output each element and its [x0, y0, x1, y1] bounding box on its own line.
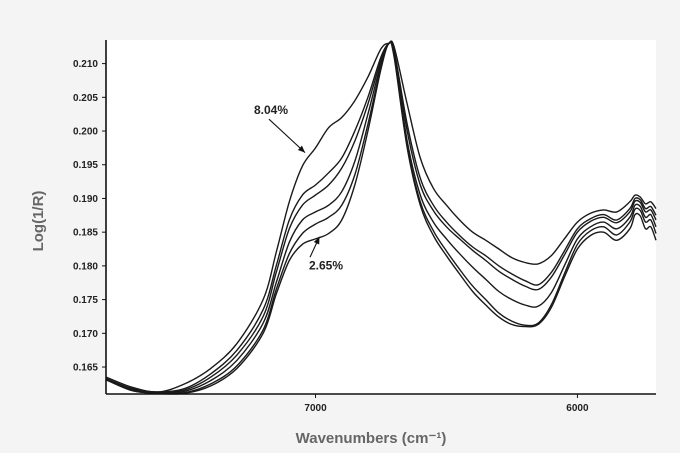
series-line-4 [105, 40, 657, 395]
annotation-arrowhead-2 [313, 236, 320, 245]
y-tick-label: 0.195 [73, 160, 98, 171]
annotation-label-2: 2.65% [309, 258, 343, 272]
series-line-3 [105, 40, 657, 394]
y-tick-label: 0.205 [73, 93, 98, 104]
y-tick-label: 0.210 [73, 59, 98, 70]
x-tick-label: 7000 [304, 403, 327, 414]
series-line-6 [105, 41, 657, 395]
annotation-arrow-line-1 [268, 118, 306, 154]
x-axis-title: Wavenumbers (cm⁻¹) [296, 430, 447, 447]
series-line-5 [105, 41, 657, 395]
series-layer [105, 40, 657, 395]
annotation-label-1: 8.04% [254, 103, 288, 117]
y-tick-label: 0.175 [73, 295, 98, 306]
y-tick-label: 0.190 [73, 194, 98, 205]
series-line-1 [105, 40, 657, 393]
plot-area-background [106, 40, 656, 394]
annotation-layer: 8.04% 2.65% [254, 103, 343, 272]
y-tick-label: 0.170 [73, 329, 98, 340]
series-line-2 [105, 40, 657, 393]
axes-layer [105, 40, 656, 395]
x-tick-label: 6000 [566, 403, 589, 414]
y-axis-title: Log(1/R) [30, 191, 47, 252]
annotation-arrowhead-1 [297, 145, 306, 153]
y-tick-label: 0.165 [73, 363, 98, 374]
y-tick-label: 0.200 [73, 127, 98, 138]
y-tick-label: 0.180 [73, 261, 98, 272]
y-tick-label: 0.185 [73, 228, 98, 239]
ticks-layer: 0.165 0.170 0.175 0.180 0.185 0.190 0.195 0.200… [73, 59, 589, 414]
